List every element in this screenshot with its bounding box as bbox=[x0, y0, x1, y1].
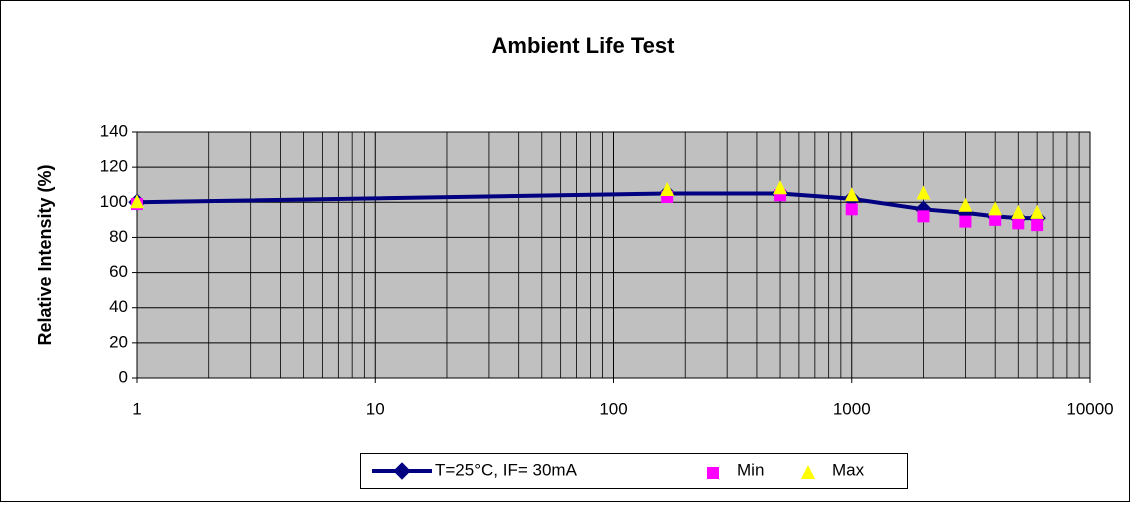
data-point bbox=[773, 180, 788, 195]
data-point bbox=[959, 215, 972, 228]
data-point bbox=[958, 197, 973, 212]
x-tick-label: 10 bbox=[366, 399, 385, 418]
y-tick-label: 100 bbox=[100, 192, 128, 211]
data-point bbox=[1012, 217, 1025, 230]
legend-label: Min bbox=[737, 460, 764, 479]
data-point bbox=[988, 201, 1003, 216]
y-tick-label: 20 bbox=[109, 332, 128, 351]
y-tick-label: 40 bbox=[109, 297, 128, 316]
y-tick-label: 0 bbox=[119, 367, 128, 386]
data-point bbox=[130, 194, 144, 209]
x-tick-label: 1000 bbox=[833, 399, 871, 418]
legend-marker bbox=[707, 467, 719, 479]
y-tick-label: 80 bbox=[109, 227, 128, 246]
y-tick-label: 140 bbox=[100, 121, 128, 140]
data-point bbox=[1011, 204, 1026, 219]
legend-marker bbox=[393, 462, 411, 480]
legend-marker bbox=[801, 465, 815, 479]
data-point bbox=[844, 187, 859, 202]
legend-label: Max bbox=[832, 460, 865, 479]
data-point bbox=[660, 181, 675, 196]
data-point bbox=[917, 210, 930, 223]
x-tick-label: 1 bbox=[132, 399, 141, 418]
y-axis-label: Relative Intensity (%) bbox=[35, 164, 55, 345]
x-tick-label: 10000 bbox=[1066, 399, 1113, 418]
data-point bbox=[989, 213, 1002, 226]
x-tick-label: 100 bbox=[599, 399, 627, 418]
y-tick-label: 60 bbox=[109, 262, 128, 281]
legend bbox=[360, 453, 908, 489]
data-point bbox=[916, 185, 931, 200]
y-tick-label: 120 bbox=[100, 157, 128, 176]
legend-label: T=25°C, IF= 30mA bbox=[435, 460, 578, 479]
data-point bbox=[1031, 219, 1044, 232]
chart-title: Ambient Life Test bbox=[492, 33, 676, 58]
data-point bbox=[845, 203, 858, 216]
data-point bbox=[1030, 204, 1045, 219]
